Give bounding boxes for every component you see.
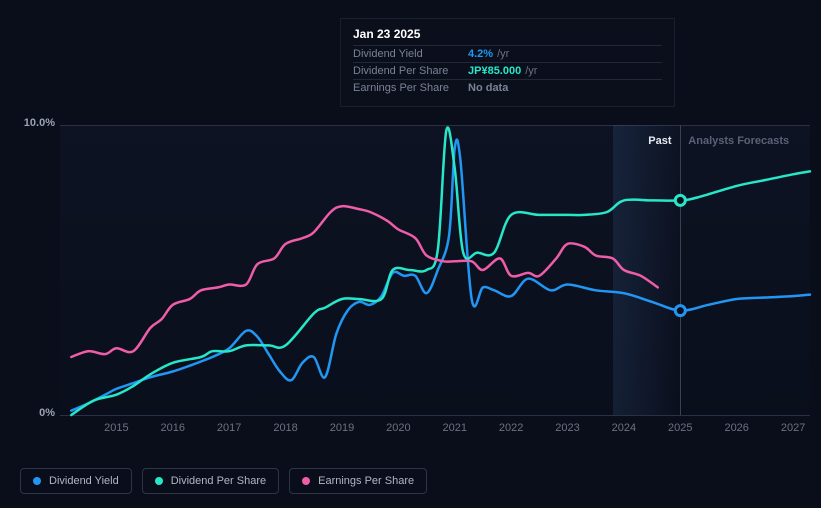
series-line	[71, 206, 657, 357]
legend-dot	[155, 477, 163, 485]
chart-area[interactable]: 0% 10.0% 2015 2016 2017 2018 2019 2020 2021 2022…	[20, 110, 810, 440]
x-axis-label: 2022	[499, 422, 523, 434]
tooltip-value: No data	[468, 82, 508, 94]
tooltip-row: Dividend Yield 4.2% /yr	[353, 45, 662, 62]
x-axis-label: 2027	[781, 422, 805, 434]
gridline	[60, 415, 810, 416]
x-axis-label: 2017	[217, 422, 241, 434]
tooltip-key: Earnings Per Share	[353, 82, 468, 94]
legend-item-earnings-per-share[interactable]: Earnings Per Share	[289, 468, 427, 494]
chart-lines	[60, 125, 810, 415]
tooltip-row: Earnings Per Share No data	[353, 79, 662, 96]
y-axis-label: 10.0%	[24, 117, 55, 129]
tooltip-key: Dividend Yield	[353, 48, 468, 60]
legend-item-dividend-yield[interactable]: Dividend Yield	[20, 468, 132, 494]
x-axis-label: 2024	[612, 422, 636, 434]
x-axis-label: 2020	[386, 422, 410, 434]
legend-label: Dividend Per Share	[171, 475, 266, 487]
x-axis-label: 2018	[273, 422, 297, 434]
x-axis-label: 2026	[724, 422, 748, 434]
x-axis-label: 2023	[555, 422, 579, 434]
x-axis-label: 2019	[330, 422, 354, 434]
legend: Dividend Yield Dividend Per Share Earnin…	[20, 468, 427, 494]
legend-dot	[302, 477, 310, 485]
tooltip-unit: /yr	[525, 65, 537, 77]
series-marker	[675, 195, 685, 205]
tooltip: Jan 23 2025 Dividend Yield 4.2% /yr Divi…	[340, 18, 675, 107]
x-axis-label: 2015	[104, 422, 128, 434]
x-axis-label: 2025	[668, 422, 692, 434]
y-axis-label: 0%	[39, 407, 55, 419]
x-axis-label: 2021	[442, 422, 466, 434]
legend-label: Dividend Yield	[49, 475, 119, 487]
tooltip-date: Jan 23 2025	[353, 27, 662, 45]
x-axis-label: 2016	[161, 422, 185, 434]
tooltip-row: Dividend Per Share JP¥85.000 /yr	[353, 62, 662, 79]
series-line	[71, 140, 810, 411]
tooltip-key: Dividend Per Share	[353, 65, 468, 77]
legend-label: Earnings Per Share	[318, 475, 414, 487]
legend-item-dividend-per-share[interactable]: Dividend Per Share	[142, 468, 279, 494]
series-marker	[675, 306, 685, 316]
tooltip-unit: /yr	[497, 48, 509, 60]
legend-dot	[33, 477, 41, 485]
series-line	[71, 127, 810, 415]
tooltip-value: 4.2%	[468, 48, 493, 60]
tooltip-value: JP¥85.000	[468, 65, 521, 77]
